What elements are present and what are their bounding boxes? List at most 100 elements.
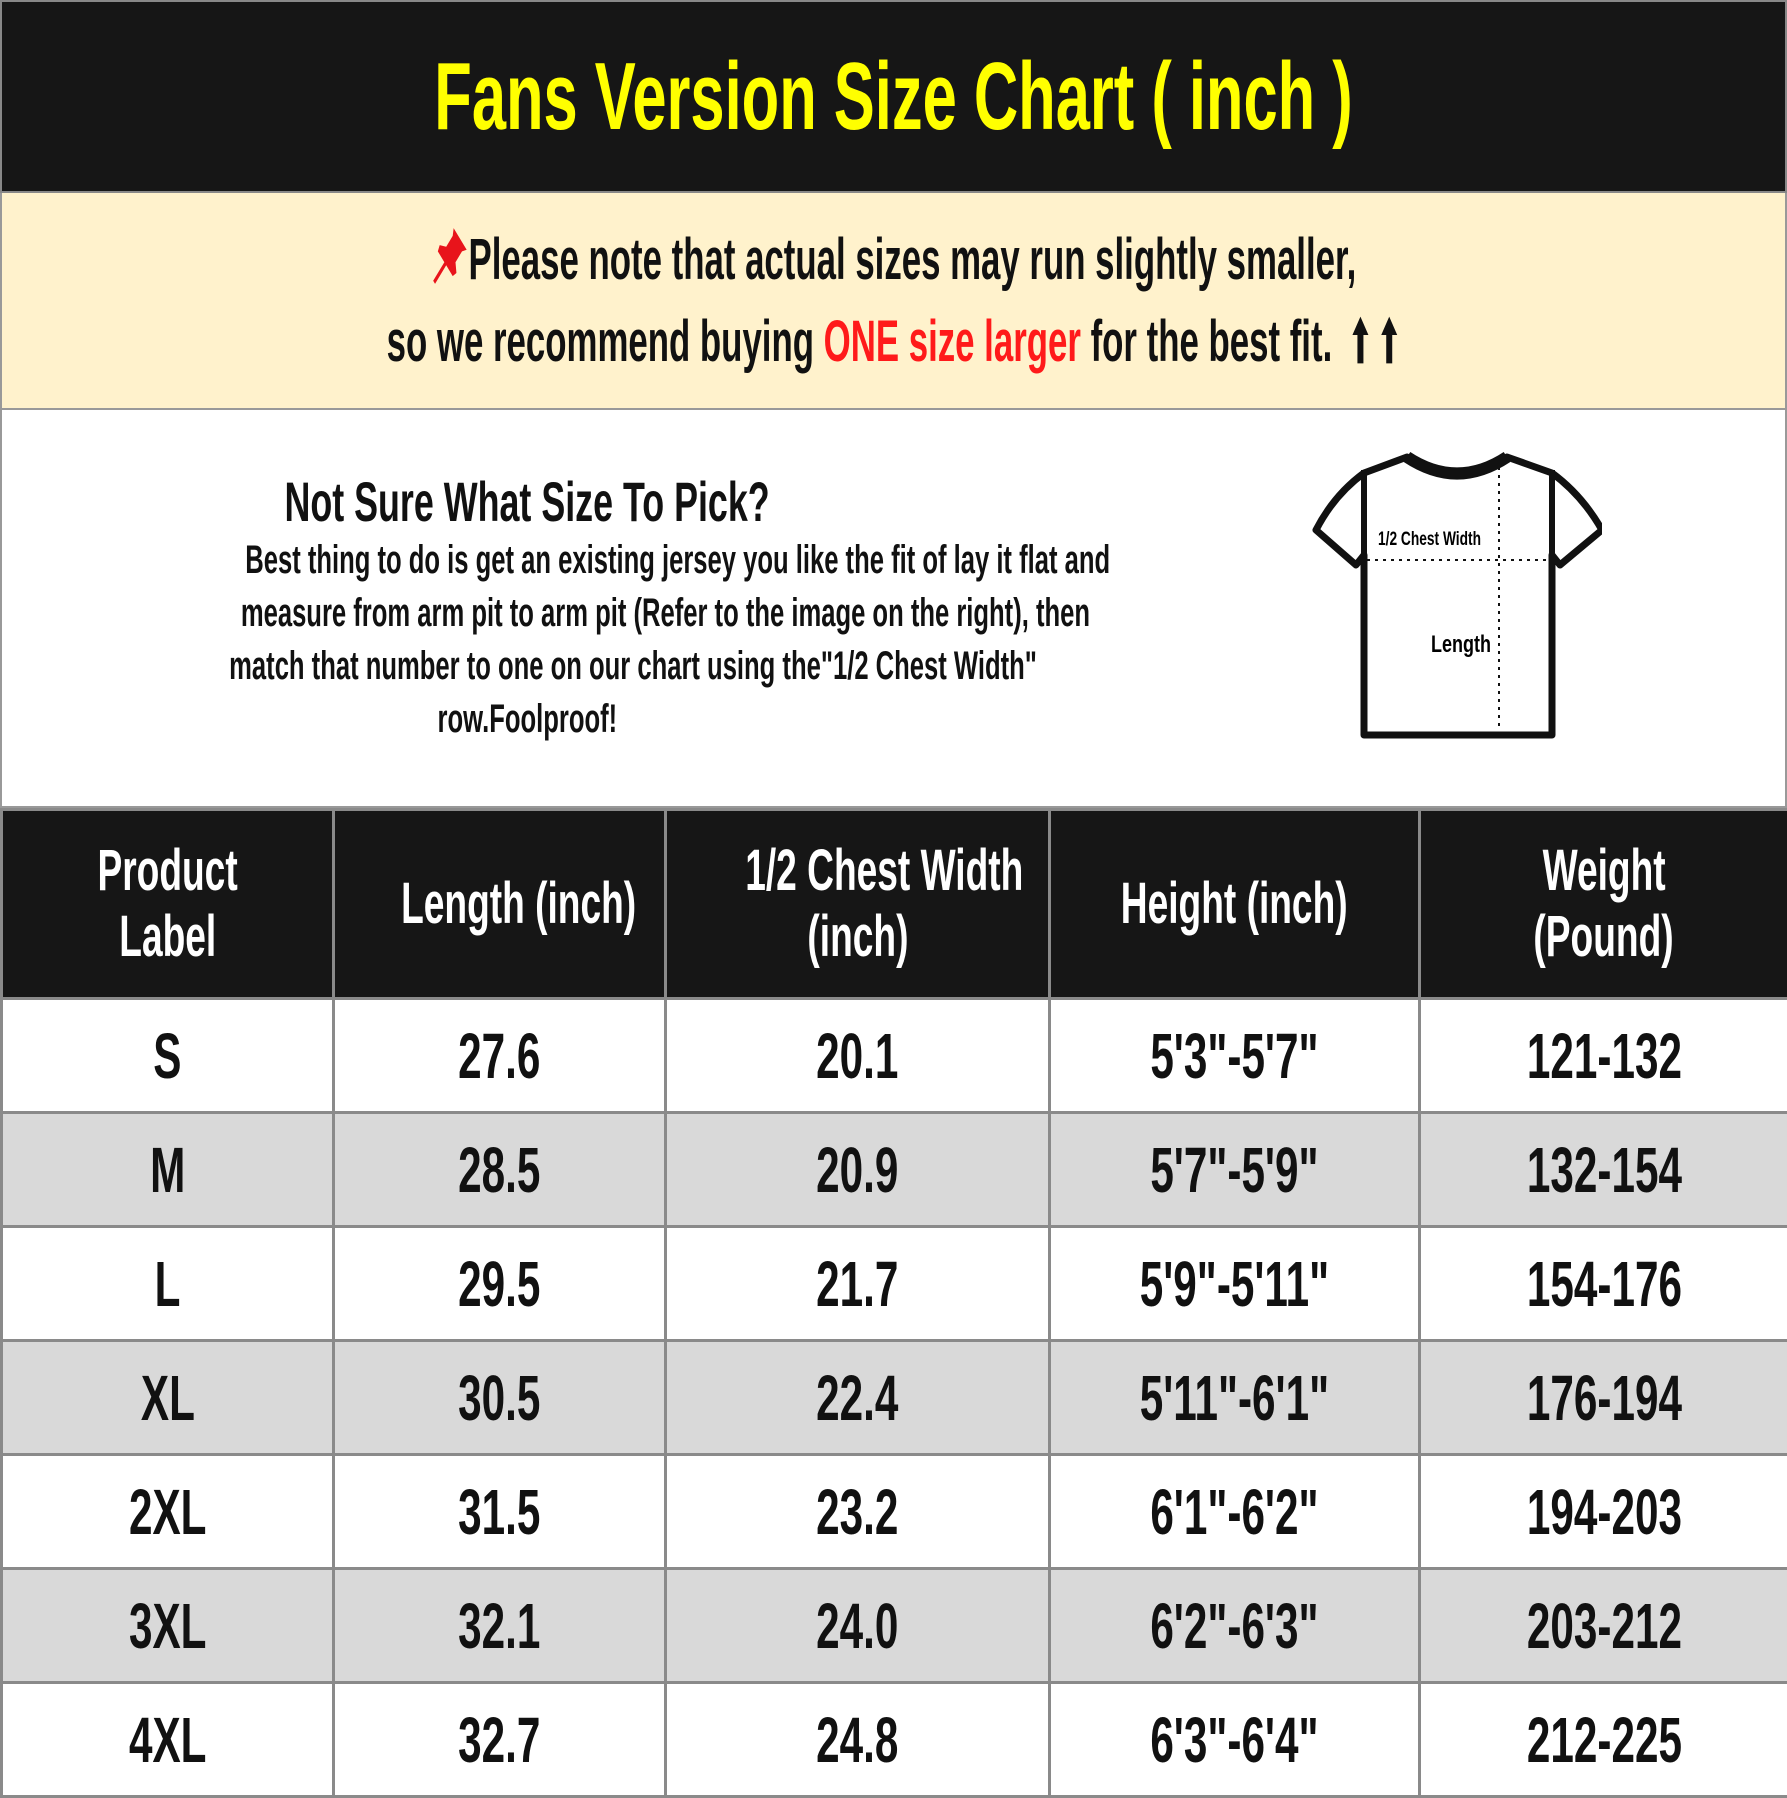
length-label: Length	[1431, 631, 1491, 658]
cell-value: 24.0	[816, 1589, 899, 1662]
header-text: Label	[119, 904, 216, 969]
cell-value: 27.6	[458, 1019, 541, 1092]
table-cell: 32.1	[332, 1567, 667, 1684]
cell-value: 24.8	[816, 1703, 899, 1776]
title-banner: Fans Version Size Chart ( inch )	[0, 0, 1787, 193]
table-cell: M	[0, 1111, 335, 1228]
table-cell: 6'2"-6'3"	[1048, 1567, 1421, 1684]
table-cell: 154-176	[1418, 1225, 1787, 1342]
cell-value: 20.1	[816, 1019, 899, 1092]
table-row: M 28.5 20.9 5'7"-5'9" 132-154	[0, 1111, 1787, 1228]
cell-value: XL	[140, 1361, 195, 1434]
table-cell: 27.6	[332, 997, 667, 1114]
header-text: Product	[97, 838, 238, 903]
header-product-label: Product Label	[0, 808, 335, 1000]
table-row: 3XL 32.1 24.0 6'2"-6'3" 203-212	[0, 1567, 1787, 1684]
header-text: (inch)	[806, 904, 909, 969]
cell-value: 5'3"-5'7"	[1150, 1019, 1319, 1092]
table-cell: L	[0, 1225, 335, 1342]
size-help-section: Not Sure What Size To Pick? Best thing t…	[0, 410, 1787, 808]
table-cell: 5'3"-5'7"	[1048, 997, 1421, 1114]
cell-value: 23.2	[816, 1475, 899, 1548]
cell-value: 20.9	[816, 1133, 899, 1206]
cell-value: 22.4	[816, 1361, 899, 1434]
table-cell: 6'1"-6'2"	[1048, 1453, 1421, 1570]
table-row: S 27.6 20.1 5'3"-5'7" 121-132	[0, 997, 1787, 1114]
table-row: 4XL 32.7 24.8 6'3"-6'4" 212-225	[0, 1681, 1787, 1798]
table-cell: 28.5	[332, 1111, 667, 1228]
table-cell: 31.5	[332, 1453, 667, 1570]
header-height: Height (inch)	[1048, 808, 1421, 1000]
table-cell: 176-194	[1418, 1339, 1787, 1456]
cell-value: 4XL	[128, 1703, 207, 1776]
table-row: L 29.5 21.7 5'9"-5'11" 154-176	[0, 1225, 1787, 1342]
cell-value: 132-154	[1526, 1133, 1682, 1206]
sizing-note: Please note that actual sizes may run sl…	[0, 193, 1787, 410]
header-weight: Weight (Pound)	[1418, 808, 1787, 1000]
table-cell: 203-212	[1418, 1567, 1787, 1684]
table-cell: 6'3"-6'4"	[1048, 1681, 1421, 1798]
table-row: 2XL 31.5 23.2 6'1"-6'2" 194-203	[0, 1453, 1787, 1570]
cell-value: 28.5	[458, 1133, 541, 1206]
cell-value: 5'9"-5'11"	[1139, 1247, 1330, 1320]
table-cell: S	[0, 997, 335, 1114]
table-cell: 5'11"-6'1"	[1048, 1339, 1421, 1456]
cell-value: 3XL	[128, 1589, 207, 1662]
cell-value: 32.1	[458, 1589, 541, 1662]
cell-value: 154-176	[1526, 1247, 1682, 1320]
table-cell: 29.5	[332, 1225, 667, 1342]
table-cell: 4XL	[0, 1681, 335, 1798]
header-length: Length (inch)	[332, 808, 667, 1000]
cell-value: 21.7	[816, 1247, 899, 1320]
cell-value: 6'3"-6'4"	[1150, 1703, 1319, 1776]
table-cell: 24.8	[664, 1681, 1051, 1798]
table-header-row: Product Label Length (inch) 1/2 Chest Width…	[0, 808, 1787, 1000]
cell-value: 212-225	[1526, 1703, 1682, 1776]
cell-value: 5'11"-6'1"	[1139, 1361, 1330, 1434]
table-row: XL 30.5 22.4 5'11"-6'1" 176-194	[0, 1339, 1787, 1456]
table-cell: 5'9"-5'11"	[1048, 1225, 1421, 1342]
header-text: Length (inch)	[401, 871, 637, 936]
chest-width-label: 1/2 Chest Width	[1378, 529, 1481, 550]
cell-value: 203-212	[1526, 1589, 1682, 1662]
cell-value: 32.7	[458, 1703, 541, 1776]
cell-value: 121-132	[1526, 1019, 1682, 1092]
header-text: Weight	[1542, 838, 1666, 903]
table-cell: 3XL	[0, 1567, 335, 1684]
cell-value: 194-203	[1526, 1475, 1682, 1548]
note-highlight: ONE size larger	[824, 308, 1082, 374]
header-chest-width: 1/2 Chest Width (inch)	[664, 808, 1051, 1000]
table-cell: 5'7"-5'9"	[1048, 1111, 1421, 1228]
pushpin-icon	[432, 227, 467, 284]
cell-value: 29.5	[458, 1247, 541, 1320]
table-cell: 121-132	[1418, 997, 1787, 1114]
help-text-line: Best thing to do is get an existing jers…	[245, 538, 1111, 582]
up-arrow-icon	[1352, 316, 1369, 363]
table-cell: 212-225	[1418, 1681, 1787, 1798]
table-cell: 21.7	[664, 1225, 1051, 1342]
table-cell: 22.4	[664, 1339, 1051, 1456]
page-title: Fans Version Size Chart ( inch )	[434, 42, 1353, 150]
cell-value: 6'1"-6'2"	[1150, 1475, 1319, 1548]
cell-value: 31.5	[458, 1475, 541, 1548]
cell-value: L	[154, 1247, 181, 1320]
help-text-line: row.Foolproof!	[437, 697, 617, 741]
header-text: (Pound)	[1533, 904, 1675, 969]
cell-value: S	[153, 1019, 182, 1092]
size-table: Product Label Length (inch) 1/2 Chest Width…	[0, 808, 1787, 1798]
table-cell: 24.0	[664, 1567, 1051, 1684]
note-line-1: Please note that actual sizes may run sl…	[431, 219, 1356, 301]
up-arrow-icon	[1381, 316, 1398, 363]
header-text: 1/2 Chest Width	[745, 838, 1024, 903]
table-cell: 20.1	[664, 997, 1051, 1114]
tshirt-diagram: 1/2 Chest Width Length	[1312, 451, 1602, 739]
cell-value: 176-194	[1526, 1361, 1682, 1434]
table-cell: 23.2	[664, 1453, 1051, 1570]
table-cell: 194-203	[1418, 1453, 1787, 1570]
cell-value: 5'7"-5'9"	[1150, 1133, 1319, 1206]
help-text-line: match that number to one on our chart us…	[229, 644, 1037, 688]
header-text: Height (inch)	[1121, 871, 1348, 936]
cell-value: 30.5	[458, 1361, 541, 1434]
table-cell: 2XL	[0, 1453, 335, 1570]
table-cell: XL	[0, 1339, 335, 1456]
